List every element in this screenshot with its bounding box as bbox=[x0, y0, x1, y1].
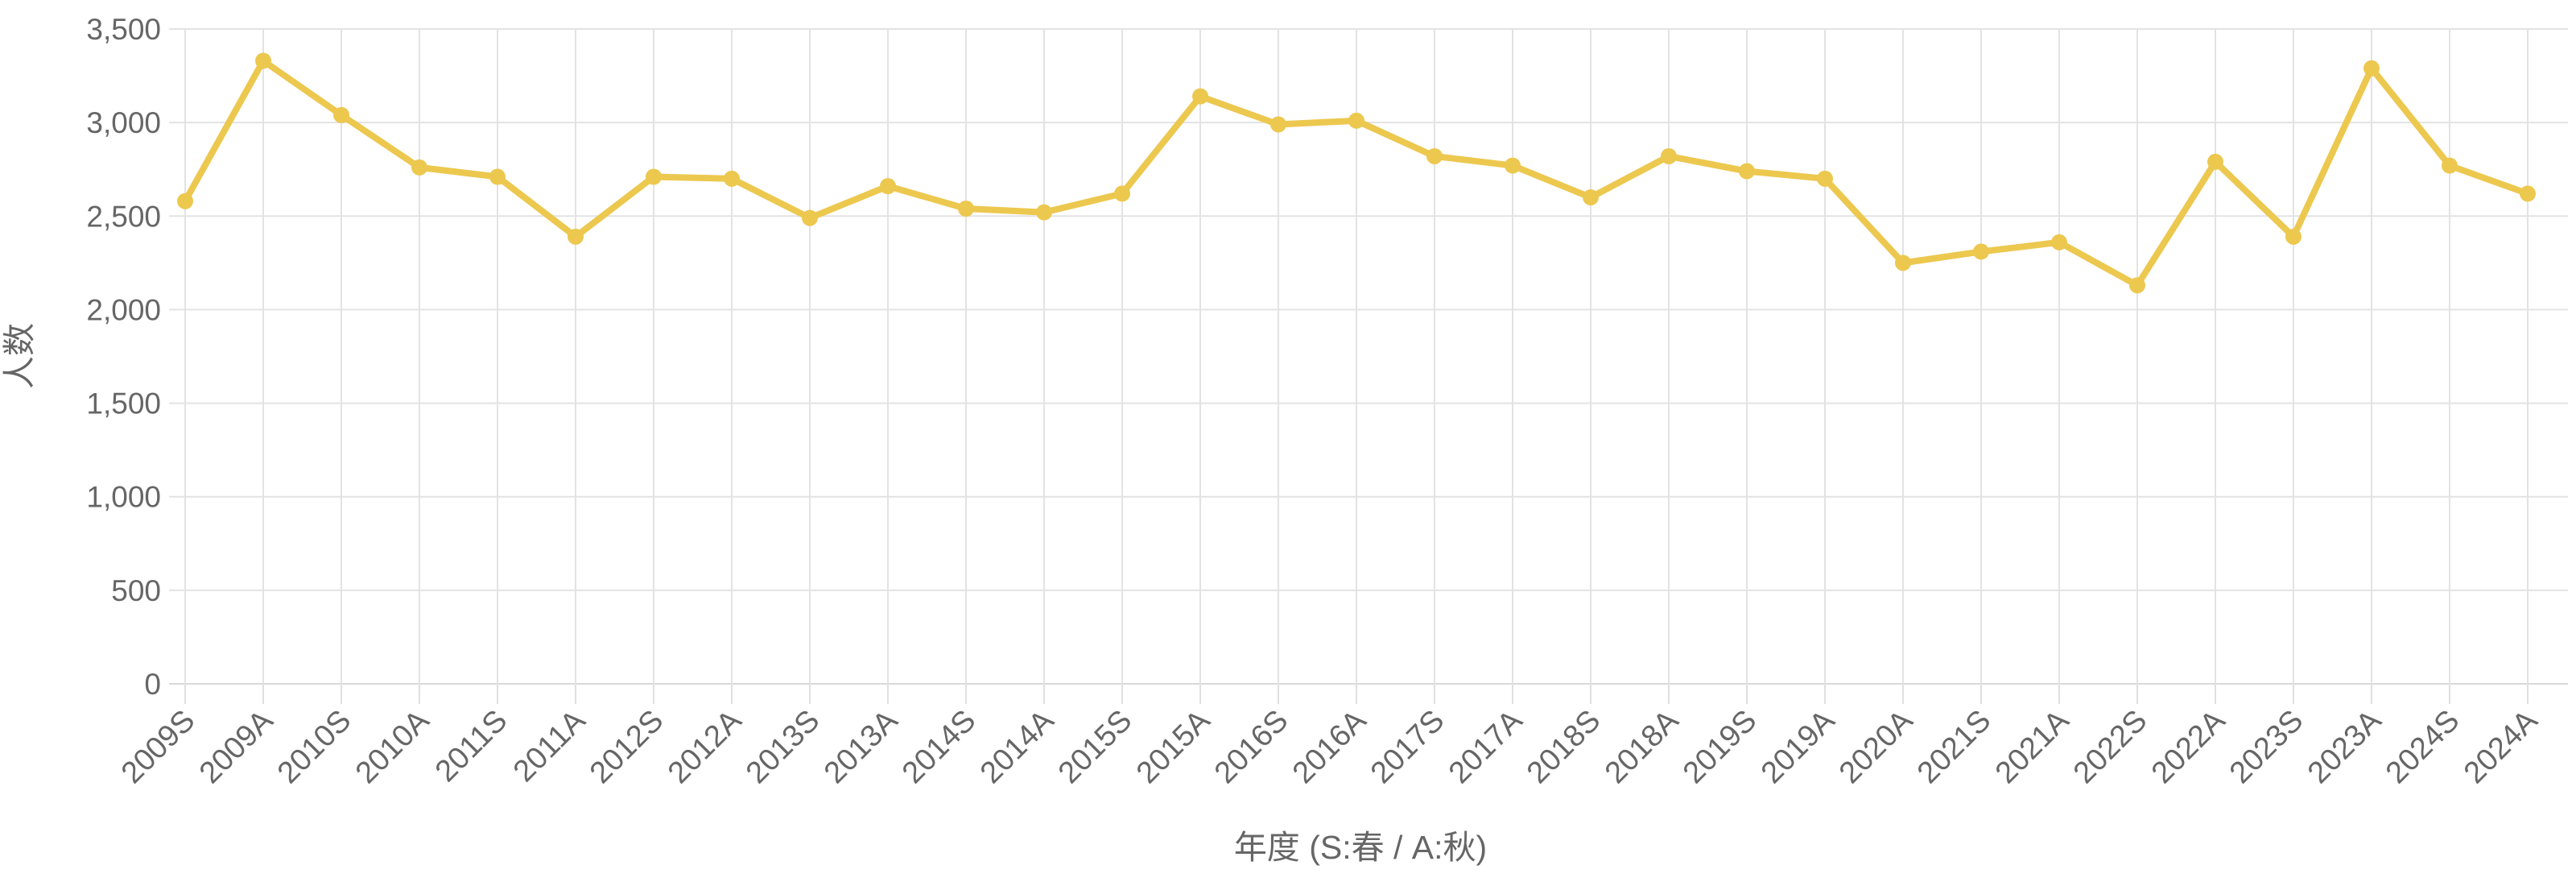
data-point-2023S[interactable] bbox=[2285, 228, 2301, 245]
data-point-2011S[interactable] bbox=[489, 168, 506, 185]
x-tick-label: 2009A bbox=[193, 703, 280, 790]
x-tick-label: 2012A bbox=[662, 703, 749, 790]
y-tick-label: 3,500 bbox=[86, 13, 161, 46]
y-tick-label: 0 bbox=[144, 668, 161, 701]
x-tick-label: 2019S bbox=[1677, 704, 1763, 790]
data-point-2024A[interactable] bbox=[2520, 185, 2536, 202]
data-point-2017A[interactable] bbox=[1505, 157, 1521, 174]
x-tick-label: 2020A bbox=[1833, 703, 1920, 790]
data-point-2017S[interactable] bbox=[1426, 147, 1443, 164]
data-point-2018A[interactable] bbox=[1661, 147, 1677, 164]
x-tick-label: 2013S bbox=[740, 704, 826, 790]
x-tick-label: 2014S bbox=[896, 704, 982, 790]
data-point-2016S[interactable] bbox=[1270, 116, 1286, 133]
x-tick-label: 2011S bbox=[429, 704, 514, 789]
series-layer bbox=[177, 52, 2536, 294]
data-point-2022S[interactable] bbox=[2129, 277, 2145, 294]
data-point-2018S[interactable] bbox=[1583, 189, 1599, 206]
y-axis-title: 人数 bbox=[1, 323, 38, 389]
y-tick-label: 1,000 bbox=[86, 481, 161, 514]
data-point-2016A[interactable] bbox=[1348, 112, 1364, 129]
data-point-2013A[interactable] bbox=[880, 178, 896, 195]
y-tick-label: 2,500 bbox=[86, 200, 161, 233]
x-axis-title: 年度 (S:春 / A:秋) bbox=[1234, 829, 1487, 866]
x-tick-label: 2009S bbox=[115, 704, 201, 790]
x-tick-label: 2011A bbox=[507, 703, 592, 789]
data-point-2009S[interactable] bbox=[177, 193, 193, 209]
data-point-2009A[interactable] bbox=[255, 52, 271, 69]
x-tick-label: 2017S bbox=[1364, 704, 1451, 790]
x-tick-label: 2012S bbox=[584, 704, 670, 790]
y-tick-label: 500 bbox=[111, 574, 161, 607]
data-point-2014A[interactable] bbox=[1036, 204, 1052, 221]
data-point-2023A[interactable] bbox=[2363, 60, 2380, 77]
data-point-2022A[interactable] bbox=[2207, 153, 2223, 170]
data-point-2010S[interactable] bbox=[333, 106, 349, 123]
x-tick-label: 2015A bbox=[1130, 703, 1217, 790]
x-tick-label: 2023S bbox=[2223, 704, 2310, 790]
data-point-2011A[interactable] bbox=[568, 228, 584, 245]
x-tick-label: 2021S bbox=[1911, 704, 1997, 790]
x-tick-label: 2024S bbox=[2380, 704, 2466, 790]
x-tick-label: 2022S bbox=[2067, 704, 2153, 790]
x-tick-label: 2024A bbox=[2458, 703, 2545, 790]
x-tick-label: 2016A bbox=[1286, 703, 1373, 790]
x-tick-label: 2022A bbox=[2145, 703, 2232, 790]
label-layer: 3,5003,0002,5002,0001,5001,00050002009S2… bbox=[86, 13, 2544, 790]
y-tick-label: 3,000 bbox=[86, 106, 161, 139]
data-point-2015S[interactable] bbox=[1114, 185, 1130, 202]
x-tick-label: 2019A bbox=[1755, 703, 1842, 790]
data-point-2015A[interactable] bbox=[1192, 88, 1208, 105]
data-point-2020A[interactable] bbox=[1895, 255, 1911, 271]
x-tick-label: 2014A bbox=[974, 703, 1061, 790]
x-tick-label: 2018S bbox=[1521, 704, 1607, 790]
x-tick-label: 2021A bbox=[1989, 703, 2076, 790]
y-tick-label: 2,000 bbox=[86, 293, 161, 326]
data-point-2012A[interactable] bbox=[724, 170, 740, 187]
data-point-2019S[interactable] bbox=[1739, 163, 1755, 180]
data-point-2010A[interactable] bbox=[411, 159, 427, 176]
data-point-2014S[interactable] bbox=[958, 200, 974, 217]
x-tick-label: 2010S bbox=[271, 704, 357, 790]
x-tick-label: 2017A bbox=[1443, 703, 1530, 790]
grid-layer bbox=[169, 28, 2568, 704]
data-point-2019A[interactable] bbox=[1817, 170, 1833, 187]
x-tick-label: 2015S bbox=[1052, 704, 1138, 790]
data-point-2024S[interactable] bbox=[2442, 157, 2458, 174]
x-tick-label: 2013A bbox=[818, 703, 905, 790]
data-point-2021S[interactable] bbox=[1973, 243, 1989, 260]
x-tick-label: 2016S bbox=[1208, 704, 1294, 790]
data-point-2021A[interactable] bbox=[2051, 234, 2067, 250]
x-tick-label: 2018A bbox=[1599, 703, 1686, 790]
x-tick-label: 2010A bbox=[349, 703, 436, 790]
x-tick-label: 2023A bbox=[2301, 703, 2388, 790]
data-point-2012S[interactable] bbox=[646, 168, 662, 185]
data-point-2013S[interactable] bbox=[802, 209, 818, 226]
y-tick-label: 1,500 bbox=[86, 387, 161, 420]
